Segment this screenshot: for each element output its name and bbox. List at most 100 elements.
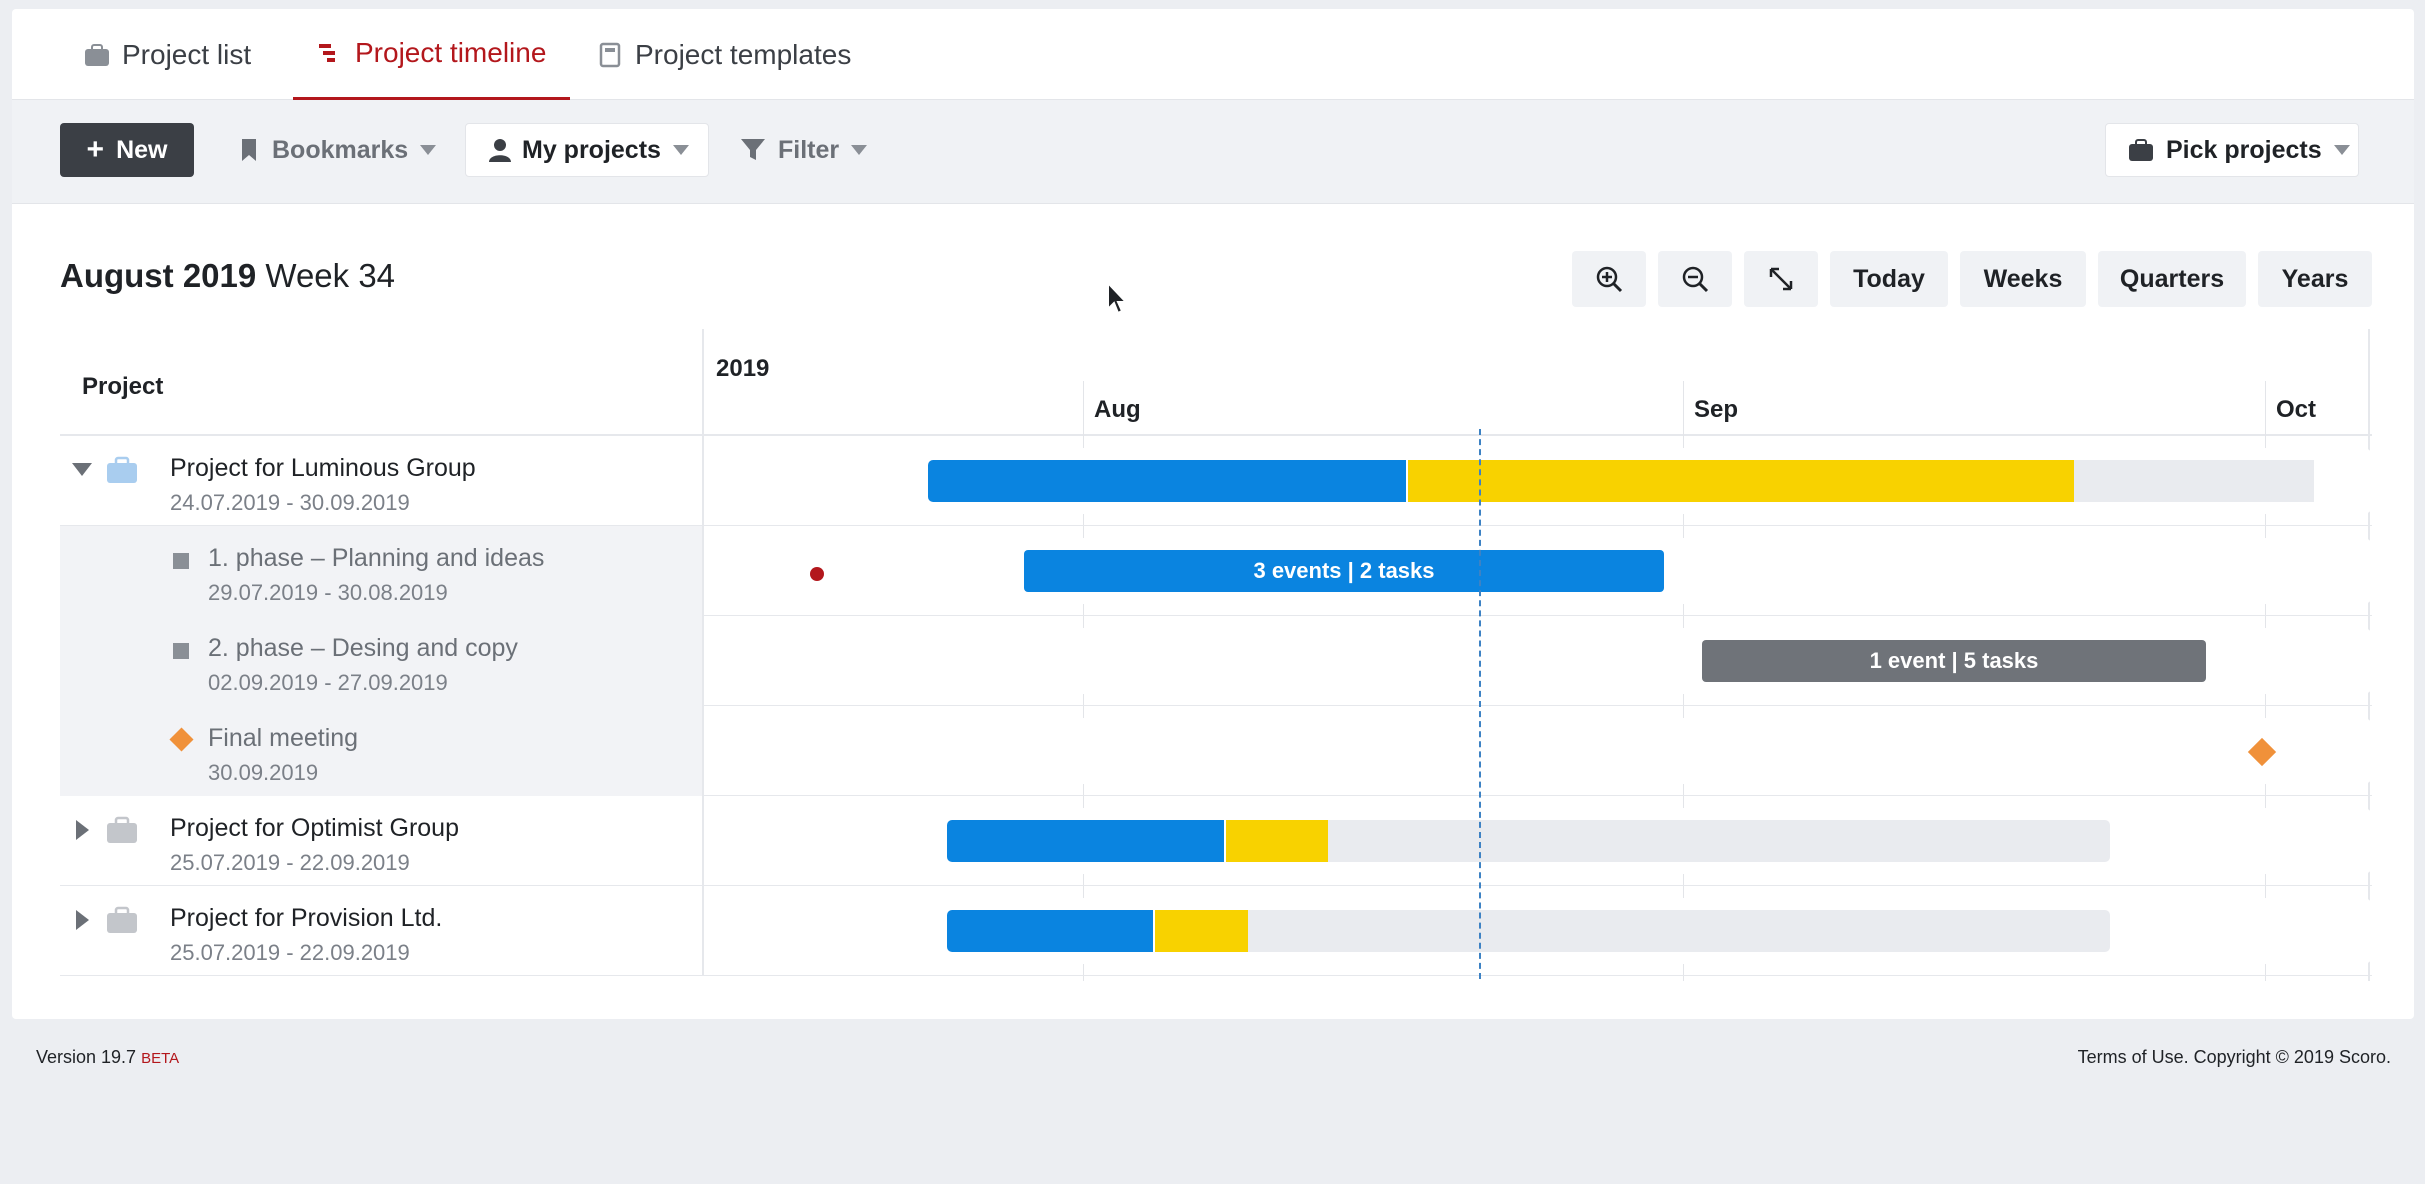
month-label-sep: Sep (1694, 396, 1739, 423)
progress-bar-done[interactable] (947, 910, 1153, 952)
progress-bar-remaining[interactable] (2074, 460, 2314, 502)
today-label: Today (1853, 264, 1925, 293)
row-label-cell: Project for Optimist Group 25.07.2019 - … (60, 796, 704, 886)
template-icon (599, 42, 621, 67)
zoom-out-button[interactable] (1658, 251, 1732, 307)
bar-track (732, 718, 2372, 784)
table-row: Project for Luminous Group 24.07.2019 - … (60, 436, 2372, 526)
progress-bar-done[interactable] (928, 460, 1406, 502)
copyright-text[interactable]: Terms of Use. Copyright © 2019 Scoro. (2077, 1047, 2391, 1067)
my-projects-label: My projects (522, 135, 661, 164)
mouse-cursor-icon (1107, 281, 1129, 315)
main-card: Project list Project timeline Project te… (12, 9, 2414, 1019)
zoom-in-icon (1596, 266, 1623, 293)
project-title[interactable]: Project for Luminous Group (170, 454, 476, 482)
project-dates: 25.07.2019 - 22.09.2019 (170, 940, 410, 965)
phase-bar[interactable]: 3 events | 2 tasks (1024, 550, 1664, 592)
tab-label: Project timeline (355, 37, 547, 68)
expand-icon (1769, 267, 1793, 291)
tab-label: Project list (122, 38, 252, 70)
project-title[interactable]: Project for Optimist Group (170, 814, 459, 842)
milestone-date: 30.09.2019 (208, 760, 319, 785)
row-label-cell: Project for Provision Ltd. 25.07.2019 - … (60, 886, 704, 976)
expand-toggle[interactable] (76, 910, 89, 930)
chevron-down-icon (420, 145, 437, 155)
year-label: 2019 (716, 355, 770, 382)
table-row: Project for Provision Ltd. 25.07.2019 - … (60, 886, 2372, 976)
briefcase-icon (107, 456, 137, 483)
progress-bar-remaining[interactable] (1248, 910, 2110, 952)
milestone-icon (169, 727, 194, 752)
bookmarks-dropdown[interactable]: Bookmarks (240, 123, 437, 177)
event-dot[interactable] (810, 567, 824, 581)
timeline-icon (319, 44, 335, 62)
milestone-title[interactable]: Final meeting (208, 724, 359, 752)
progress-bar-remaining[interactable] (1328, 820, 2110, 862)
bookmark-icon (242, 139, 256, 161)
years-button[interactable]: Years (2258, 251, 2372, 307)
toolbar: + New Bookmarks My projects Filter Pick … (12, 100, 2414, 204)
phase-square-icon (173, 643, 189, 659)
row-label-cell: 2. phase – Desing and copy 02.09.2019 - … (60, 616, 704, 706)
briefcase-icon (107, 906, 137, 933)
today-button[interactable]: Today (1830, 251, 1948, 307)
table-row: Project for Optimist Group 25.07.2019 - … (60, 796, 2372, 886)
tab-project-list[interactable]: Project list (84, 9, 251, 100)
phase-dates: 29.07.2019 - 30.08.2019 (208, 580, 448, 605)
chevron-down-icon (672, 145, 689, 155)
phase-title[interactable]: 2. phase – Desing and copy (208, 634, 518, 662)
my-projects-dropdown[interactable]: My projects (465, 123, 709, 177)
pick-projects-label: Pick projects (2166, 135, 2322, 164)
filter-label: Filter (778, 135, 840, 164)
tab-label: Project templates (635, 38, 852, 70)
heading-month: August 2019 (60, 257, 257, 294)
pick-projects-dropdown[interactable]: Pick projects (2105, 123, 2359, 177)
filter-icon (741, 139, 765, 160)
collapse-toggle[interactable] (72, 463, 92, 476)
row-label-cell: Final meeting 30.09.2019 (60, 706, 704, 796)
phase-title[interactable]: 1. phase – Planning and ideas (208, 544, 545, 572)
user-icon (489, 139, 511, 162)
project-dates: 25.07.2019 - 22.09.2019 (170, 850, 410, 875)
weeks-label: Weeks (1983, 264, 2063, 293)
beta-badge: BETA (141, 1050, 180, 1067)
fit-button[interactable] (1744, 251, 1818, 307)
zoom-in-button[interactable] (1572, 251, 1646, 307)
project-title[interactable]: Project for Provision Ltd. (170, 904, 443, 932)
progress-bar-in-progress[interactable] (1408, 460, 2074, 502)
years-label: Years (2281, 264, 2349, 293)
briefcase-icon (85, 43, 109, 66)
briefcase-icon (2129, 139, 2153, 161)
project-column-header (60, 329, 704, 436)
progress-bar-done[interactable] (947, 820, 1224, 862)
new-button-label: New (116, 135, 168, 164)
row-label-cell: Project for Luminous Group 24.07.2019 - … (60, 436, 704, 526)
table-row: Final meeting 30.09.2019 (60, 706, 2372, 796)
phase-square-icon (173, 553, 189, 569)
quarters-label: Quarters (2119, 264, 2225, 293)
progress-bar-in-progress[interactable] (1226, 820, 1328, 862)
timeline-heading: August 2019 Week 34 (60, 257, 395, 295)
plus-icon: + (86, 133, 105, 166)
today-marker-line (1479, 429, 1481, 979)
phase-bar[interactable]: 1 event | 5 tasks (1702, 640, 2206, 682)
month-label-oct: Oct (2276, 396, 2317, 423)
heading-week: Week 34 (265, 257, 396, 294)
tab-bar: Project list Project timeline Project te… (12, 9, 2414, 100)
chevron-down-icon (851, 145, 868, 155)
project-dates: 24.07.2019 - 30.09.2019 (170, 490, 410, 515)
row-label-cell: 1. phase – Planning and ideas 29.07.2019… (60, 526, 704, 616)
briefcase-icon (107, 816, 137, 843)
expand-toggle[interactable] (76, 820, 89, 840)
version-info: Version 19.7 BETA (36, 1047, 179, 1068)
progress-bar-in-progress[interactable] (1155, 910, 1248, 952)
version-label: Version 19.7 (36, 1047, 137, 1067)
tab-project-templates[interactable]: Project templates (597, 9, 851, 100)
filter-dropdown[interactable]: Filter (740, 123, 868, 177)
bookmarks-label: Bookmarks (272, 135, 409, 164)
quarters-button[interactable]: Quarters (2098, 251, 2246, 307)
weeks-button[interactable]: Weeks (1960, 251, 2086, 307)
tab-project-timeline[interactable]: Project timeline (293, 9, 571, 100)
new-button[interactable]: + New (60, 123, 194, 177)
month-label-aug: Aug (1094, 396, 1141, 423)
